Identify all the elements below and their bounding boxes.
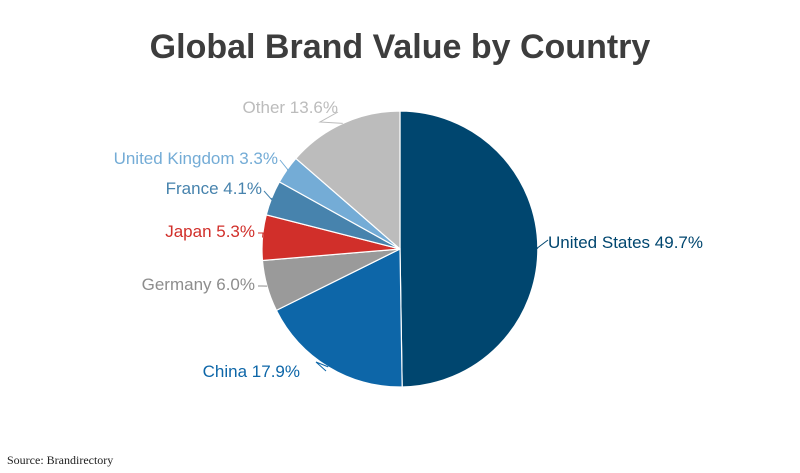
pie-slices (261, 110, 539, 388)
slice-label-2: Germany 6.0% (142, 275, 255, 294)
leader-line-3 (258, 232, 264, 238)
pie-slice-0 (399, 110, 539, 388)
slice-label-1: China 17.9% (203, 362, 300, 381)
slice-labels: United States 49.7% China 17.9% Germany 6.… (114, 98, 703, 381)
slice-label-4: France 4.1% (166, 179, 262, 198)
leader-line-4 (263, 190, 273, 202)
leader-line-0 (535, 239, 549, 250)
leader-line-5 (279, 159, 290, 171)
leader-line-1 (315, 361, 329, 372)
slice-label-5: United Kingdom 3.3% (114, 149, 278, 168)
leader-lines (258, 111, 549, 372)
leader-line-6 (318, 111, 343, 124)
chart-title: Global Brand Value by Country (149, 28, 651, 66)
slice-label-3: Japan 5.3% (165, 222, 255, 241)
slice-label-6: Other 13.6% (243, 98, 338, 117)
slice-label-0: United States 49.7% (548, 233, 703, 252)
pie-slice-6 (294, 110, 401, 251)
source-note: Source: Brandirectory (7, 453, 114, 467)
